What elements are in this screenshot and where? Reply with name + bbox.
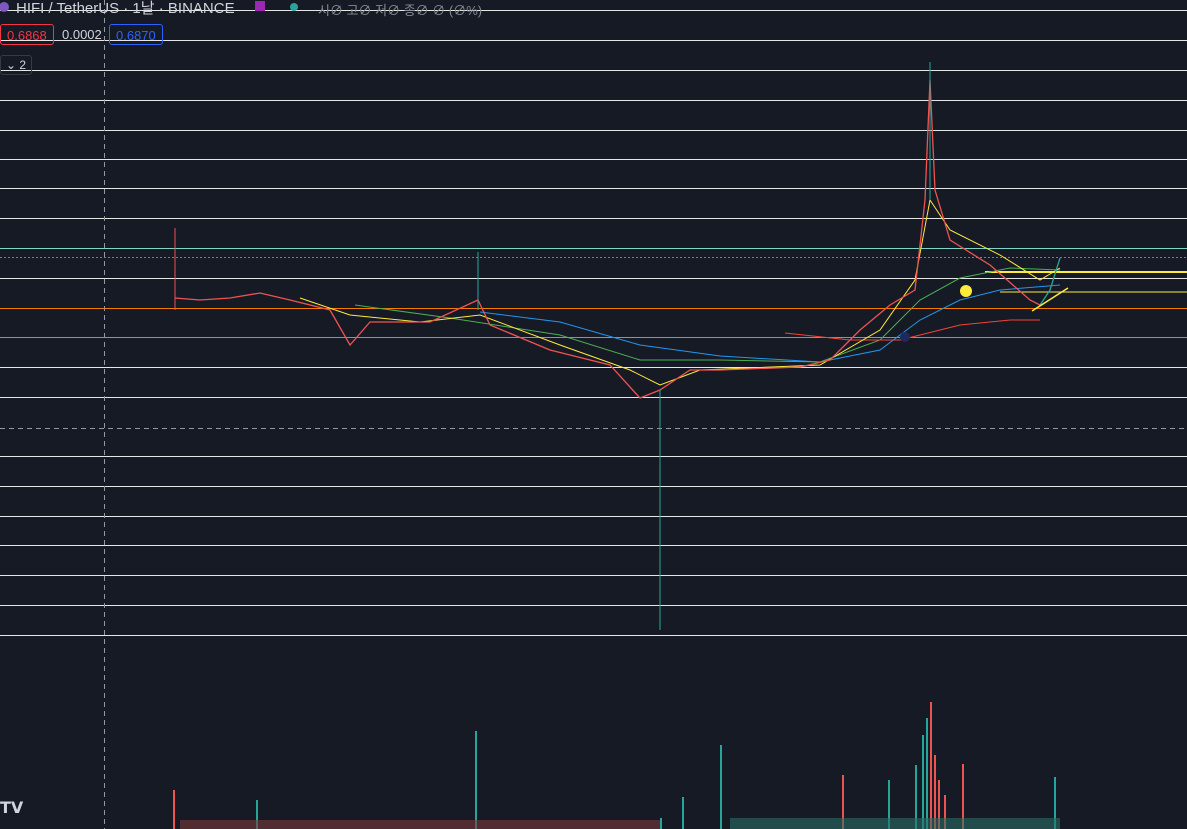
indicator-count: 2 bbox=[19, 58, 27, 72]
ma-line bbox=[784, 319, 1040, 341]
indicators-toggle[interactable]: ⌄ 2 bbox=[0, 55, 33, 75]
ohlc-values: 시∅ 고∅ 저∅ 종∅ ∅ (∅%) bbox=[318, 3, 483, 18]
tv-logo: TV bbox=[0, 798, 24, 817]
ask-button[interactable]: 0.6870 bbox=[109, 24, 163, 45]
marker bbox=[900, 332, 910, 342]
symbol-icon bbox=[0, 2, 9, 12]
spread: 0.0002 bbox=[62, 27, 102, 42]
bid-button[interactable]: 0.6868 bbox=[0, 24, 54, 45]
ma-line bbox=[299, 198, 1061, 386]
flag-icon bbox=[255, 1, 265, 11]
price-path bbox=[1039, 257, 1061, 306]
wicks bbox=[174, 62, 931, 630]
trend-line bbox=[1031, 287, 1069, 312]
horizontal-lines bbox=[0, 10, 1187, 636]
ma-line bbox=[479, 284, 1061, 363]
volume-bars bbox=[173, 702, 1060, 829]
status-dot bbox=[290, 3, 298, 11]
ma-line bbox=[354, 267, 1061, 363]
alert-icon bbox=[960, 285, 972, 297]
symbol-title[interactable]: HIFI / TetherUS · 1날 · BINANCE bbox=[16, 0, 235, 17]
